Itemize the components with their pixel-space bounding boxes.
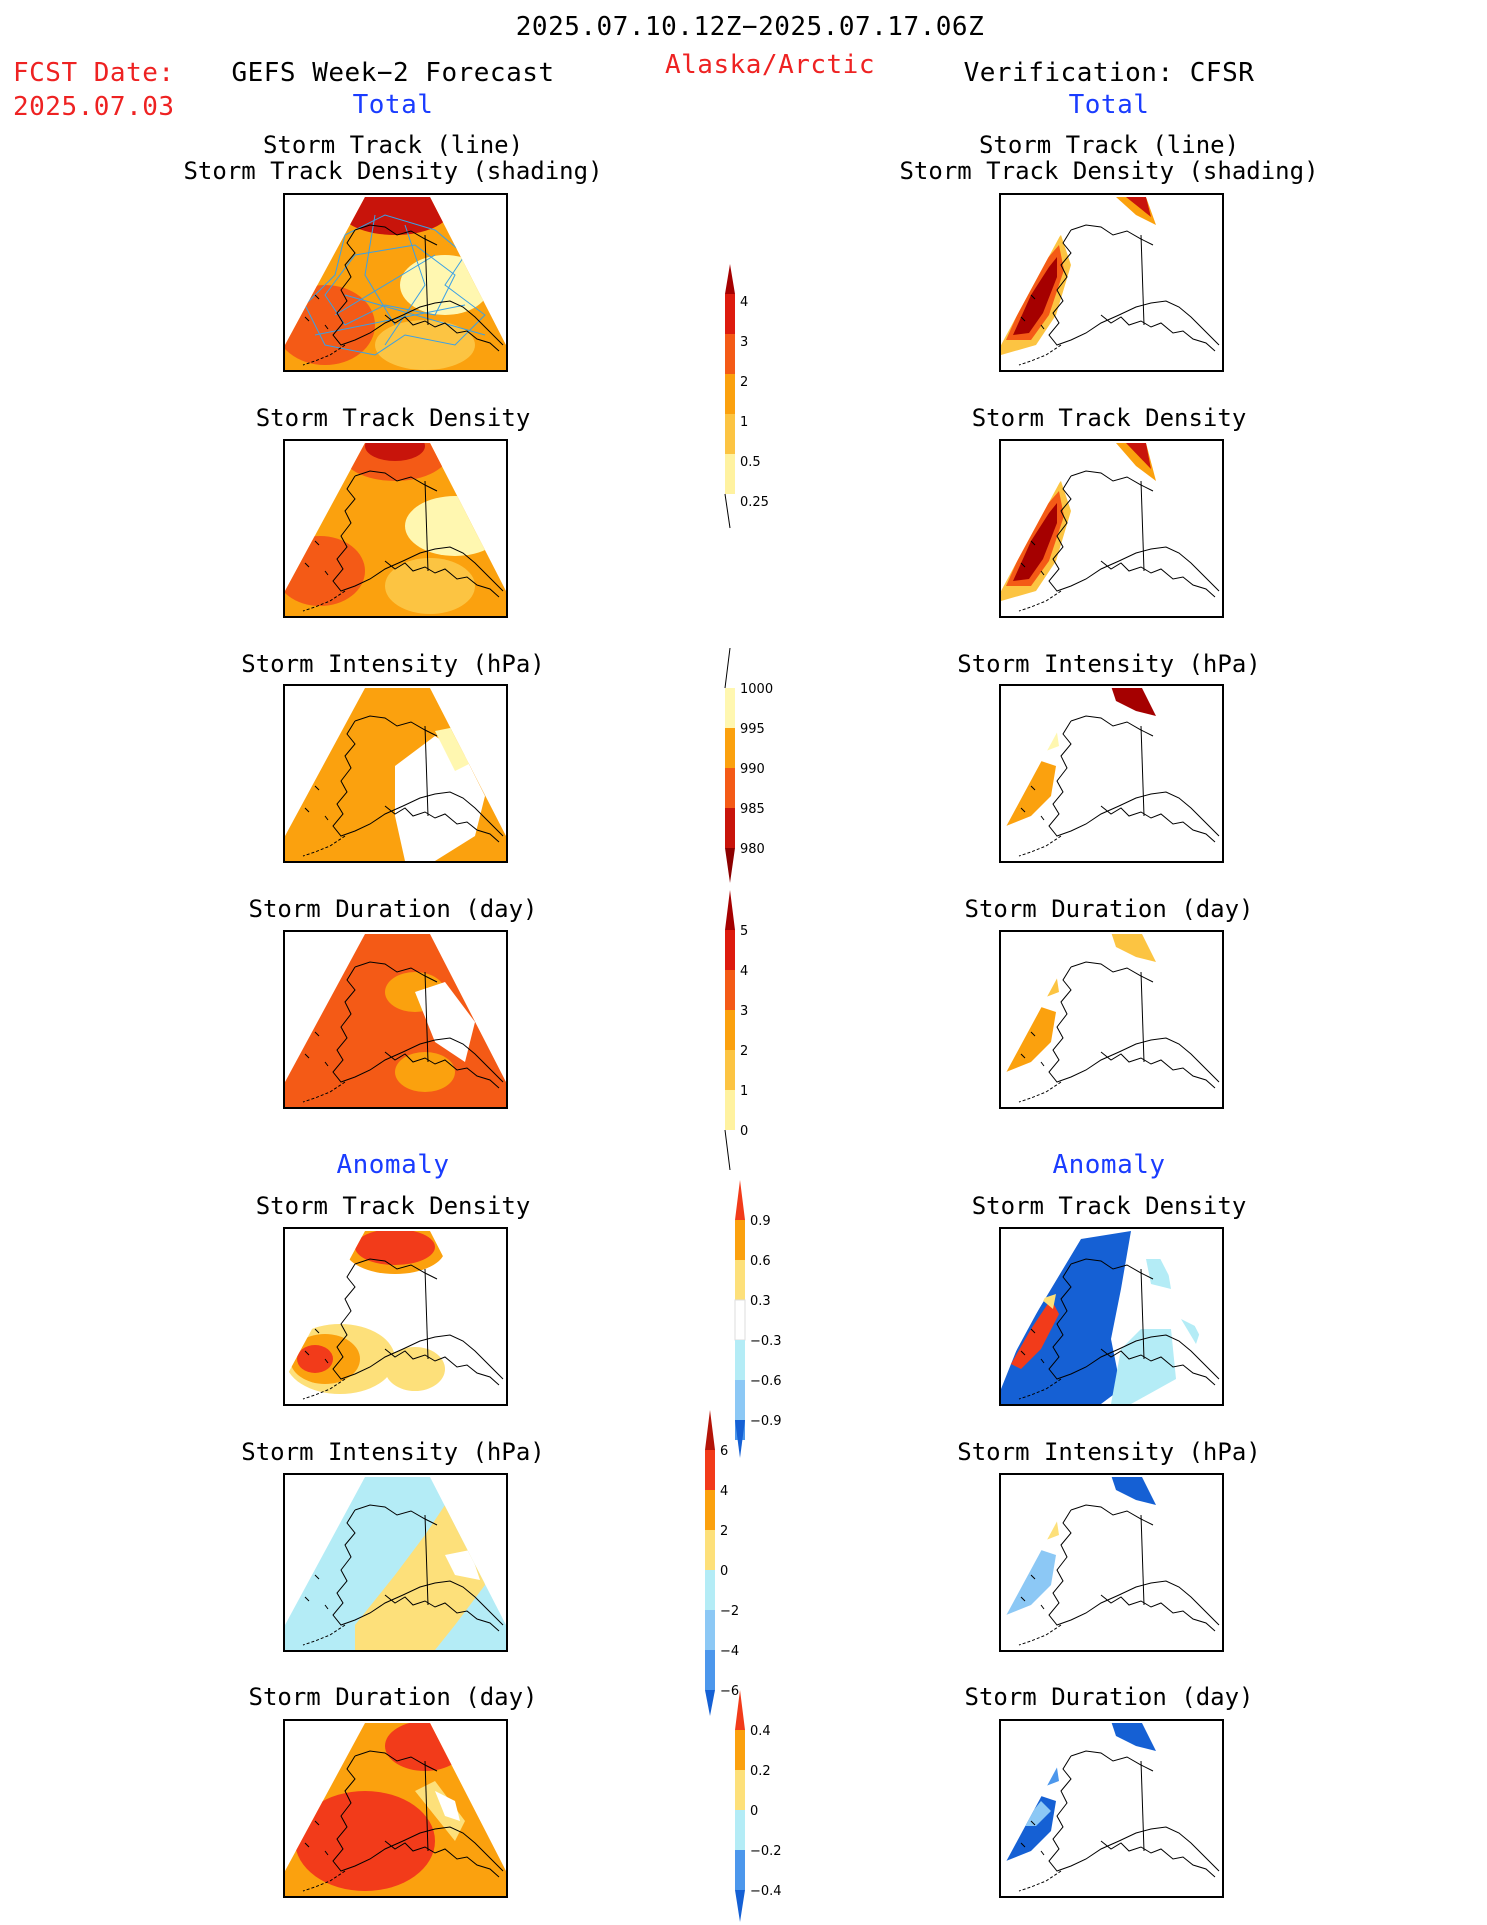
cbar-label: 1 [740, 415, 748, 430]
cbar-label: 0.25 [740, 495, 769, 510]
cbar-label: 985 [740, 802, 765, 817]
density-total-colorbar: 4 3 2 1 0.5 0.25 [724, 264, 769, 529]
left-track-density-map [283, 439, 508, 618]
left-anom-intensity-title: Storm Intensity (hPa) [241, 1438, 545, 1466]
cbar-label: 4 [720, 1484, 728, 1499]
left-intensity-title: Storm Intensity (hPa) [241, 650, 545, 678]
cbar-label: 990 [740, 762, 765, 777]
right-intensity-title: Storm Intensity (hPa) [957, 650, 1261, 678]
date-range-title: 2025.07.10.12Z−2025.07.17.06Z [515, 12, 985, 42]
cbar-label: 0 [720, 1564, 728, 1579]
left-anom-density-map [283, 1227, 508, 1406]
right-anom-duration-title: Storm Duration (day) [964, 1683, 1254, 1711]
density-anomaly-colorbar: 0.9 0.6 0.3 −0.3 −0.6 −0.9 [734, 1180, 782, 1458]
fcst-date-value: 2025.07.03 [13, 92, 175, 122]
left-anom-intensity-map [283, 1473, 508, 1652]
cbar-label: −0.6 [750, 1374, 782, 1389]
fcst-date-label: FCST Date: [13, 58, 175, 88]
right-intensity-map [999, 684, 1224, 863]
left-anom-duration-map [283, 1719, 508, 1898]
cbar-label: 980 [740, 842, 765, 857]
right-anomaly-label: Anomaly [1052, 1150, 1166, 1180]
left-intensity-map [283, 684, 508, 863]
left-anom-density-title: Storm Track Density [255, 1192, 531, 1220]
cbar-label: −6 [720, 1684, 739, 1699]
cbar-label: 4 [740, 964, 748, 979]
cbar-label: −4 [720, 1644, 739, 1659]
right-total-label: Total [1068, 90, 1150, 120]
left-storm-track-map [283, 193, 508, 372]
right-column-title: Verification: CFSR [963, 58, 1255, 88]
cbar-label: −0.9 [750, 1414, 782, 1429]
right-duration-map [999, 930, 1224, 1109]
cbar-label: −0.3 [750, 1334, 782, 1349]
intensity-anomaly-colorbar: 6 4 2 0 −2 −4 −6 [705, 1410, 739, 1716]
left-track-density-title: Storm Track Density [255, 404, 531, 432]
right-anom-density-title: Storm Track Density [971, 1192, 1247, 1220]
cbar-label: 0 [740, 1124, 748, 1139]
right-track-density-title: Storm Track Density [971, 404, 1247, 432]
right-anom-intensity-title: Storm Intensity (hPa) [957, 1438, 1261, 1466]
cbar-label: 6 [720, 1444, 728, 1459]
cbar-label: 1000 [740, 682, 773, 697]
duration-total-colorbar: 5 4 3 2 1 0 [724, 890, 748, 1170]
left-anom-duration-title: Storm Duration (day) [248, 1683, 538, 1711]
cbar-label: −2 [720, 1604, 739, 1619]
right-storm-track-map [999, 193, 1224, 372]
right-anom-density-map [999, 1227, 1224, 1406]
left-duration-map [283, 930, 508, 1109]
cbar-label: 5 [740, 924, 748, 939]
right-track-shading-title: Storm Track Density (shading) [899, 157, 1319, 185]
left-anomaly-label: Anomaly [336, 1150, 450, 1180]
cbar-label: −0.4 [750, 1884, 782, 1899]
left-duration-title: Storm Duration (day) [248, 895, 538, 923]
right-anom-intensity-map [999, 1473, 1224, 1652]
cbar-label: 2 [740, 375, 748, 390]
cbar-label: 0.6 [750, 1254, 771, 1269]
cbar-label: 0 [750, 1804, 758, 1819]
right-duration-title: Storm Duration (day) [964, 895, 1254, 923]
cbar-label: 0.2 [750, 1764, 771, 1779]
duration-anomaly-colorbar: 0.4 0.2 0 −0.2 −0.4 [735, 1690, 782, 1922]
right-track-line-title: Storm Track (line) [978, 131, 1240, 159]
right-anom-duration-map [999, 1719, 1224, 1898]
cbar-arrow-top [725, 264, 735, 294]
cbar-label: 2 [740, 1044, 748, 1059]
cbar-label: 3 [740, 335, 748, 350]
cbar-label: 0.9 [750, 1214, 771, 1229]
cbar-label: 0.3 [750, 1294, 771, 1309]
left-track-line-title: Storm Track (line) [262, 131, 524, 159]
left-column-title: GEFS Week−2 Forecast [231, 58, 555, 88]
cbar-label: −0.2 [750, 1844, 782, 1859]
cbar-label: 3 [740, 1004, 748, 1019]
right-track-density-map [999, 439, 1224, 618]
cbar-label: 4 [740, 295, 748, 310]
left-track-shading-title: Storm Track Density (shading) [183, 157, 603, 185]
cbar-label: 2 [720, 1524, 728, 1539]
cbar-label: 995 [740, 722, 765, 737]
cbar-label: 0.5 [740, 455, 761, 470]
intensity-total-colorbar: 1000 995 990 985 980 [724, 648, 773, 883]
region-label: Alaska/Arctic [665, 50, 875, 80]
cbar-label: 0.4 [750, 1724, 771, 1739]
left-total-label: Total [352, 90, 434, 120]
cbar-label: 1 [740, 1084, 748, 1099]
